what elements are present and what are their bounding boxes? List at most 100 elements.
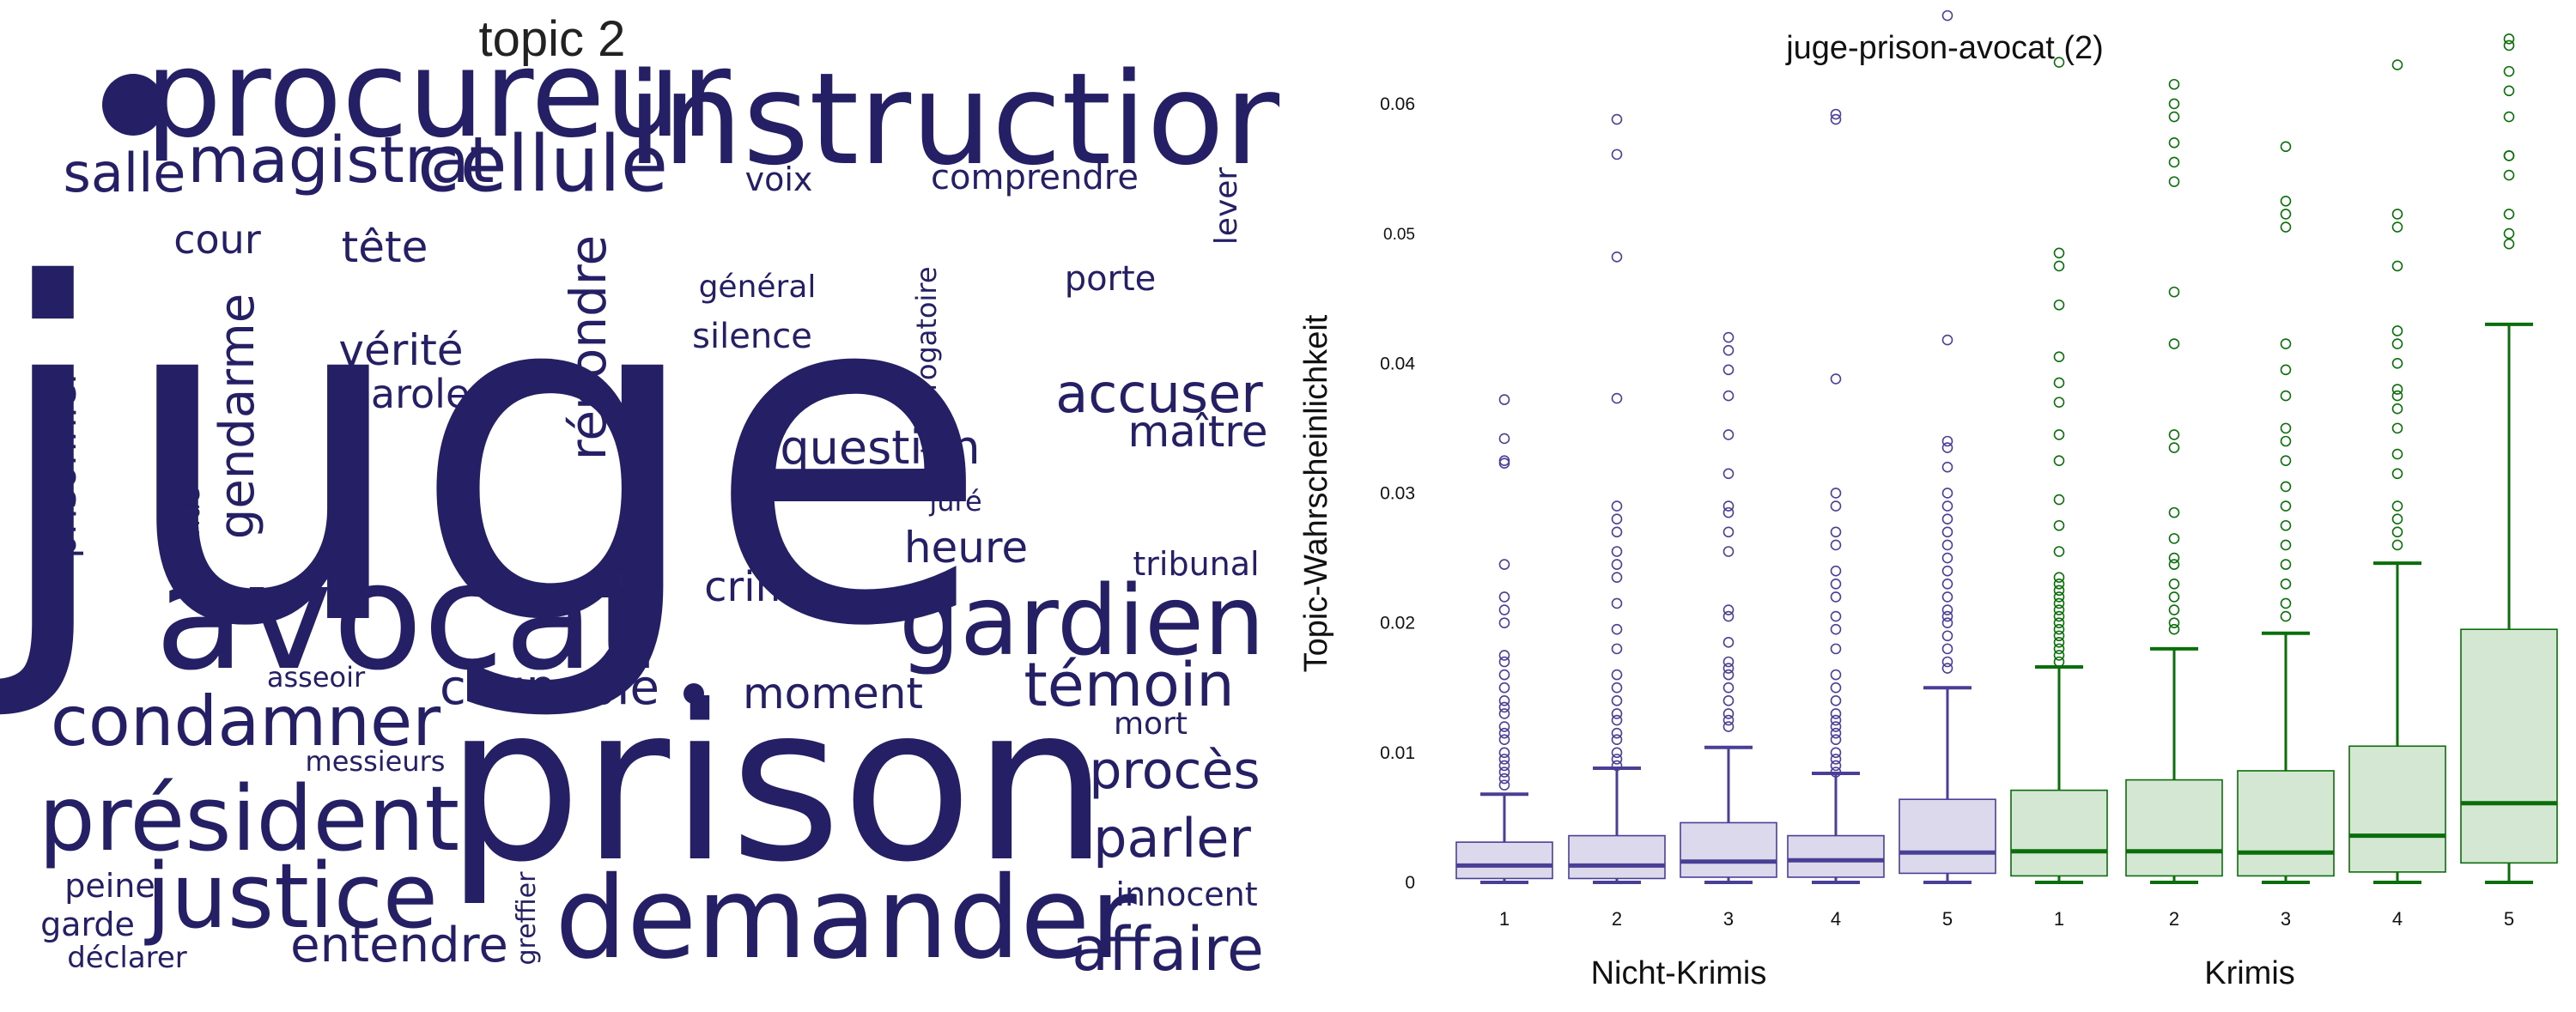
outlier-point [1722, 714, 1735, 726]
outlier-point [2168, 623, 2180, 635]
outlier-point [1611, 113, 1623, 125]
y-tick-label: 0.02 [1380, 614, 1415, 633]
outlier-point [1611, 597, 1623, 609]
box-iqr [1680, 821, 1777, 878]
outlier-point [1830, 721, 1842, 732]
outlier-point [2168, 286, 2180, 298]
outlier-point [1611, 708, 1623, 719]
outlier-point [1498, 559, 1510, 570]
box-iqr [2010, 789, 2108, 877]
outlier-point [1498, 760, 1510, 772]
outlier-point [2053, 519, 2065, 531]
outlier-point [1830, 767, 1842, 778]
cloud-word-maître: maître [1127, 407, 1267, 457]
outlier-point [2168, 98, 2180, 110]
outlier-point [2053, 578, 2065, 590]
cloud-word-parler: parler [1093, 807, 1251, 870]
outlier-point [1611, 392, 1623, 404]
cloud-word-crime: crime [704, 563, 821, 611]
outlier-point [2168, 559, 2180, 570]
outlier-point [1611, 623, 1623, 635]
outlier-point [2053, 643, 2065, 655]
outlier-point [1941, 513, 1953, 524]
outlier-point [1722, 604, 1735, 615]
outlier-point [1941, 643, 1953, 655]
outlier-point [2280, 597, 2292, 609]
outlier-point [1611, 747, 1623, 759]
outlier-point [1830, 682, 1842, 694]
outlier-point [2391, 357, 2403, 369]
cloud-word-gendarme: gendarme [210, 294, 265, 539]
outlier-point [1941, 9, 1953, 21]
outlier-point [2053, 57, 2065, 68]
outlier-point [1498, 591, 1510, 603]
outlier-point [1498, 617, 1510, 628]
outlier-point [1941, 656, 1953, 668]
box-Nicht-Krimis-2 [1568, 113, 1666, 884]
y-axis-ticks: 0 0.01 0.02 0.03 0.04 0.05 0.06 [1380, 94, 1415, 893]
outlier-point [1941, 539, 1953, 551]
outlier-point [1941, 565, 1953, 577]
box-Krimis-1 [2010, 57, 2108, 884]
outlier-point [1830, 488, 1842, 499]
box-Krimis-4 [2348, 59, 2446, 884]
outlier-point [2053, 429, 2065, 440]
outlier-point [1611, 734, 1623, 746]
outlier-point [2168, 442, 2180, 453]
cloud-word-comprendre: comprendre [931, 158, 1139, 197]
outlier-point [1830, 669, 1842, 681]
x-tick-label: 2 [2169, 908, 2179, 930]
outlier-point [2053, 247, 2065, 259]
box-Nicht-Krimis-3 [1680, 331, 1777, 884]
cloud-word-salle: salle [64, 142, 186, 204]
cloud-word-témoin: témoin [1024, 650, 1234, 720]
outlier-point [2391, 260, 2403, 272]
x-tick-label: 3 [2281, 908, 2291, 930]
outlier-point [1941, 526, 1953, 538]
outlier-point [2391, 513, 2403, 524]
cloud-word-prisonnier: prisonnier [41, 367, 85, 558]
cloud-word-général: général [699, 270, 817, 305]
cloud-word-déclarer: déclarer [67, 941, 187, 975]
outlier-point [1611, 251, 1623, 263]
x-tick-label: 2 [1612, 908, 1622, 930]
outlier-point [2053, 572, 2065, 584]
outlier-point [1830, 108, 1842, 120]
outlier-point [2503, 33, 2515, 45]
outlier-point [2280, 209, 2292, 220]
outlier-point [1830, 734, 1842, 746]
outlier-point [2391, 403, 2403, 415]
outlier-point [2280, 481, 2292, 493]
outlier-point [2168, 591, 2180, 603]
cloud-word-cellule: cellule [417, 119, 668, 209]
box-plot-chart: juge-prison-avocat (2) Topic-Wahrscheinl… [1298, 9, 2558, 991]
outlier-point [2168, 617, 2180, 628]
outlier-point [1722, 344, 1735, 356]
outlier-point [2280, 435, 2292, 447]
x-tick-label: 1 [1499, 908, 1510, 930]
outlier-point [2168, 552, 2180, 564]
outlier-point [1722, 682, 1735, 694]
cloud-word-mort: mort [1114, 706, 1188, 742]
outlier-point [2053, 260, 2065, 272]
y-tick-label: 0.06 [1380, 94, 1415, 114]
outlier-point [1722, 663, 1735, 674]
outlier-point [2503, 238, 2515, 250]
outlier-point [1611, 148, 1623, 161]
outlier-point [1722, 708, 1735, 719]
outlier-point [2053, 351, 2065, 363]
cloud-word-magistrat: magistrat [187, 124, 494, 197]
outlier-point [1498, 734, 1510, 746]
outlier-point [2168, 136, 2180, 148]
outlier-point [1611, 559, 1623, 570]
outlier-point [2391, 468, 2403, 480]
outlier-point [1498, 701, 1510, 713]
y-tick-label: 0.04 [1380, 354, 1415, 373]
cloud-word-heure: heure [904, 523, 1028, 573]
outlier-point [1941, 334, 1953, 346]
outlier-point [1611, 714, 1623, 726]
outlier-point [1830, 754, 1842, 765]
outlier-point [2168, 156, 2180, 168]
cloud-word-justice: justice [144, 844, 438, 948]
outlier-point [1722, 526, 1735, 538]
